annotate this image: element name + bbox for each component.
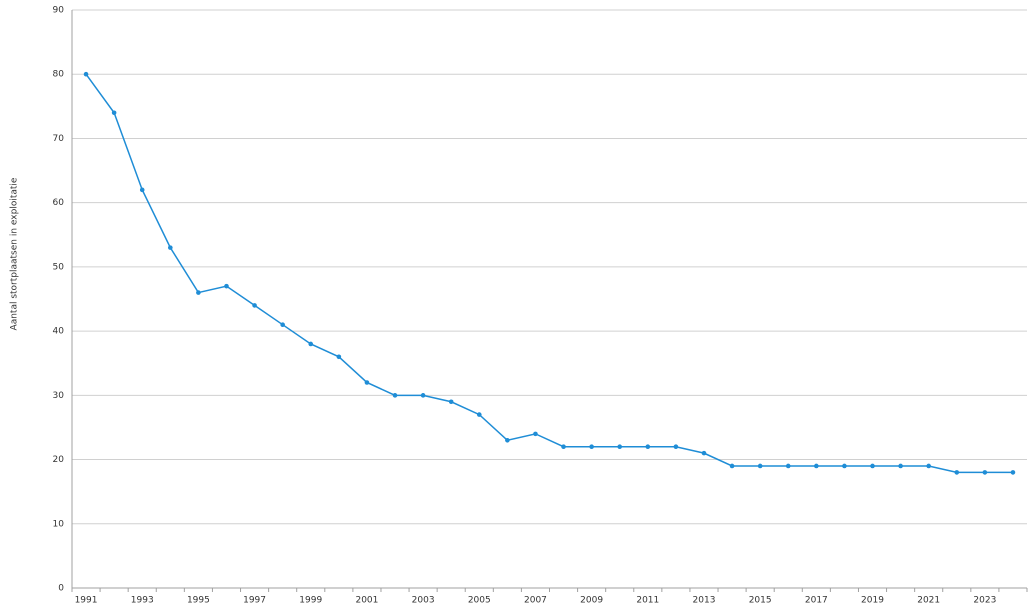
data-point	[926, 463, 931, 469]
x-tick-label: 1993	[131, 596, 154, 606]
data-point	[673, 444, 679, 450]
data-point	[982, 470, 988, 475]
data-point	[617, 444, 623, 450]
x-tick-label: 1999	[299, 596, 322, 606]
data-point	[364, 380, 370, 385]
x-tick-label: 2015	[749, 596, 772, 606]
y-tick-label: 90	[53, 6, 65, 16]
data-point	[701, 450, 707, 456]
y-tick-label: 60	[53, 198, 65, 208]
data-point	[224, 283, 229, 289]
x-tick-label: 2019	[861, 596, 884, 606]
data-point	[757, 463, 763, 469]
data-point	[83, 71, 89, 77]
data-point	[533, 431, 538, 437]
data-point	[954, 470, 960, 475]
data-point	[561, 444, 566, 450]
data-line	[85, 73, 1013, 474]
x-tick-label: 2007	[524, 596, 547, 606]
data-point	[1010, 470, 1016, 475]
y-tick-label: 70	[53, 134, 65, 144]
data-point	[448, 399, 454, 405]
y-tick-label: 0	[58, 584, 64, 594]
x-tick-label: 2013	[693, 596, 716, 606]
data-point	[196, 290, 201, 295]
x-tick-label: 2009	[580, 596, 603, 606]
x-tick-label: 2003	[412, 596, 435, 606]
data-point	[168, 245, 173, 250]
y-tick-label: 40	[53, 327, 65, 337]
data-point	[870, 463, 875, 469]
x-tick-label: 1991	[75, 596, 98, 606]
data-point	[476, 412, 482, 417]
data-point	[252, 303, 257, 308]
data-point	[392, 393, 398, 398]
data-point	[308, 341, 314, 347]
x-tick-label: 2023	[973, 596, 996, 606]
x-tick-label: 2017	[805, 596, 828, 606]
y-tick-label: 30	[53, 391, 65, 401]
x-tick-label: 2021	[917, 596, 940, 606]
data-point	[111, 110, 117, 116]
y-tick-label: 80	[53, 70, 65, 80]
x-tick-label: 2001	[355, 596, 378, 606]
data-point	[645, 444, 651, 450]
y-axis-label: Aantal stortplaatsen in exploitatie	[10, 177, 20, 330]
data-point	[729, 463, 735, 469]
data-point	[814, 463, 819, 469]
data-point	[139, 187, 145, 193]
x-tick-label: 2005	[468, 596, 491, 606]
x-tick-label: 2011	[636, 596, 659, 606]
data-point	[785, 463, 791, 469]
data-point	[280, 322, 285, 327]
data-point	[336, 354, 342, 360]
x-tick-label: 1997	[243, 596, 266, 606]
y-tick-label: 10	[53, 519, 65, 529]
data-point	[842, 463, 847, 469]
data-point	[898, 463, 903, 469]
y-tick-label: 20	[53, 455, 65, 465]
x-tick-label: 1995	[187, 596, 210, 606]
data-point	[505, 437, 510, 443]
data-point	[420, 393, 426, 398]
data-point	[589, 444, 594, 450]
y-tick-label: 50	[53, 262, 65, 272]
